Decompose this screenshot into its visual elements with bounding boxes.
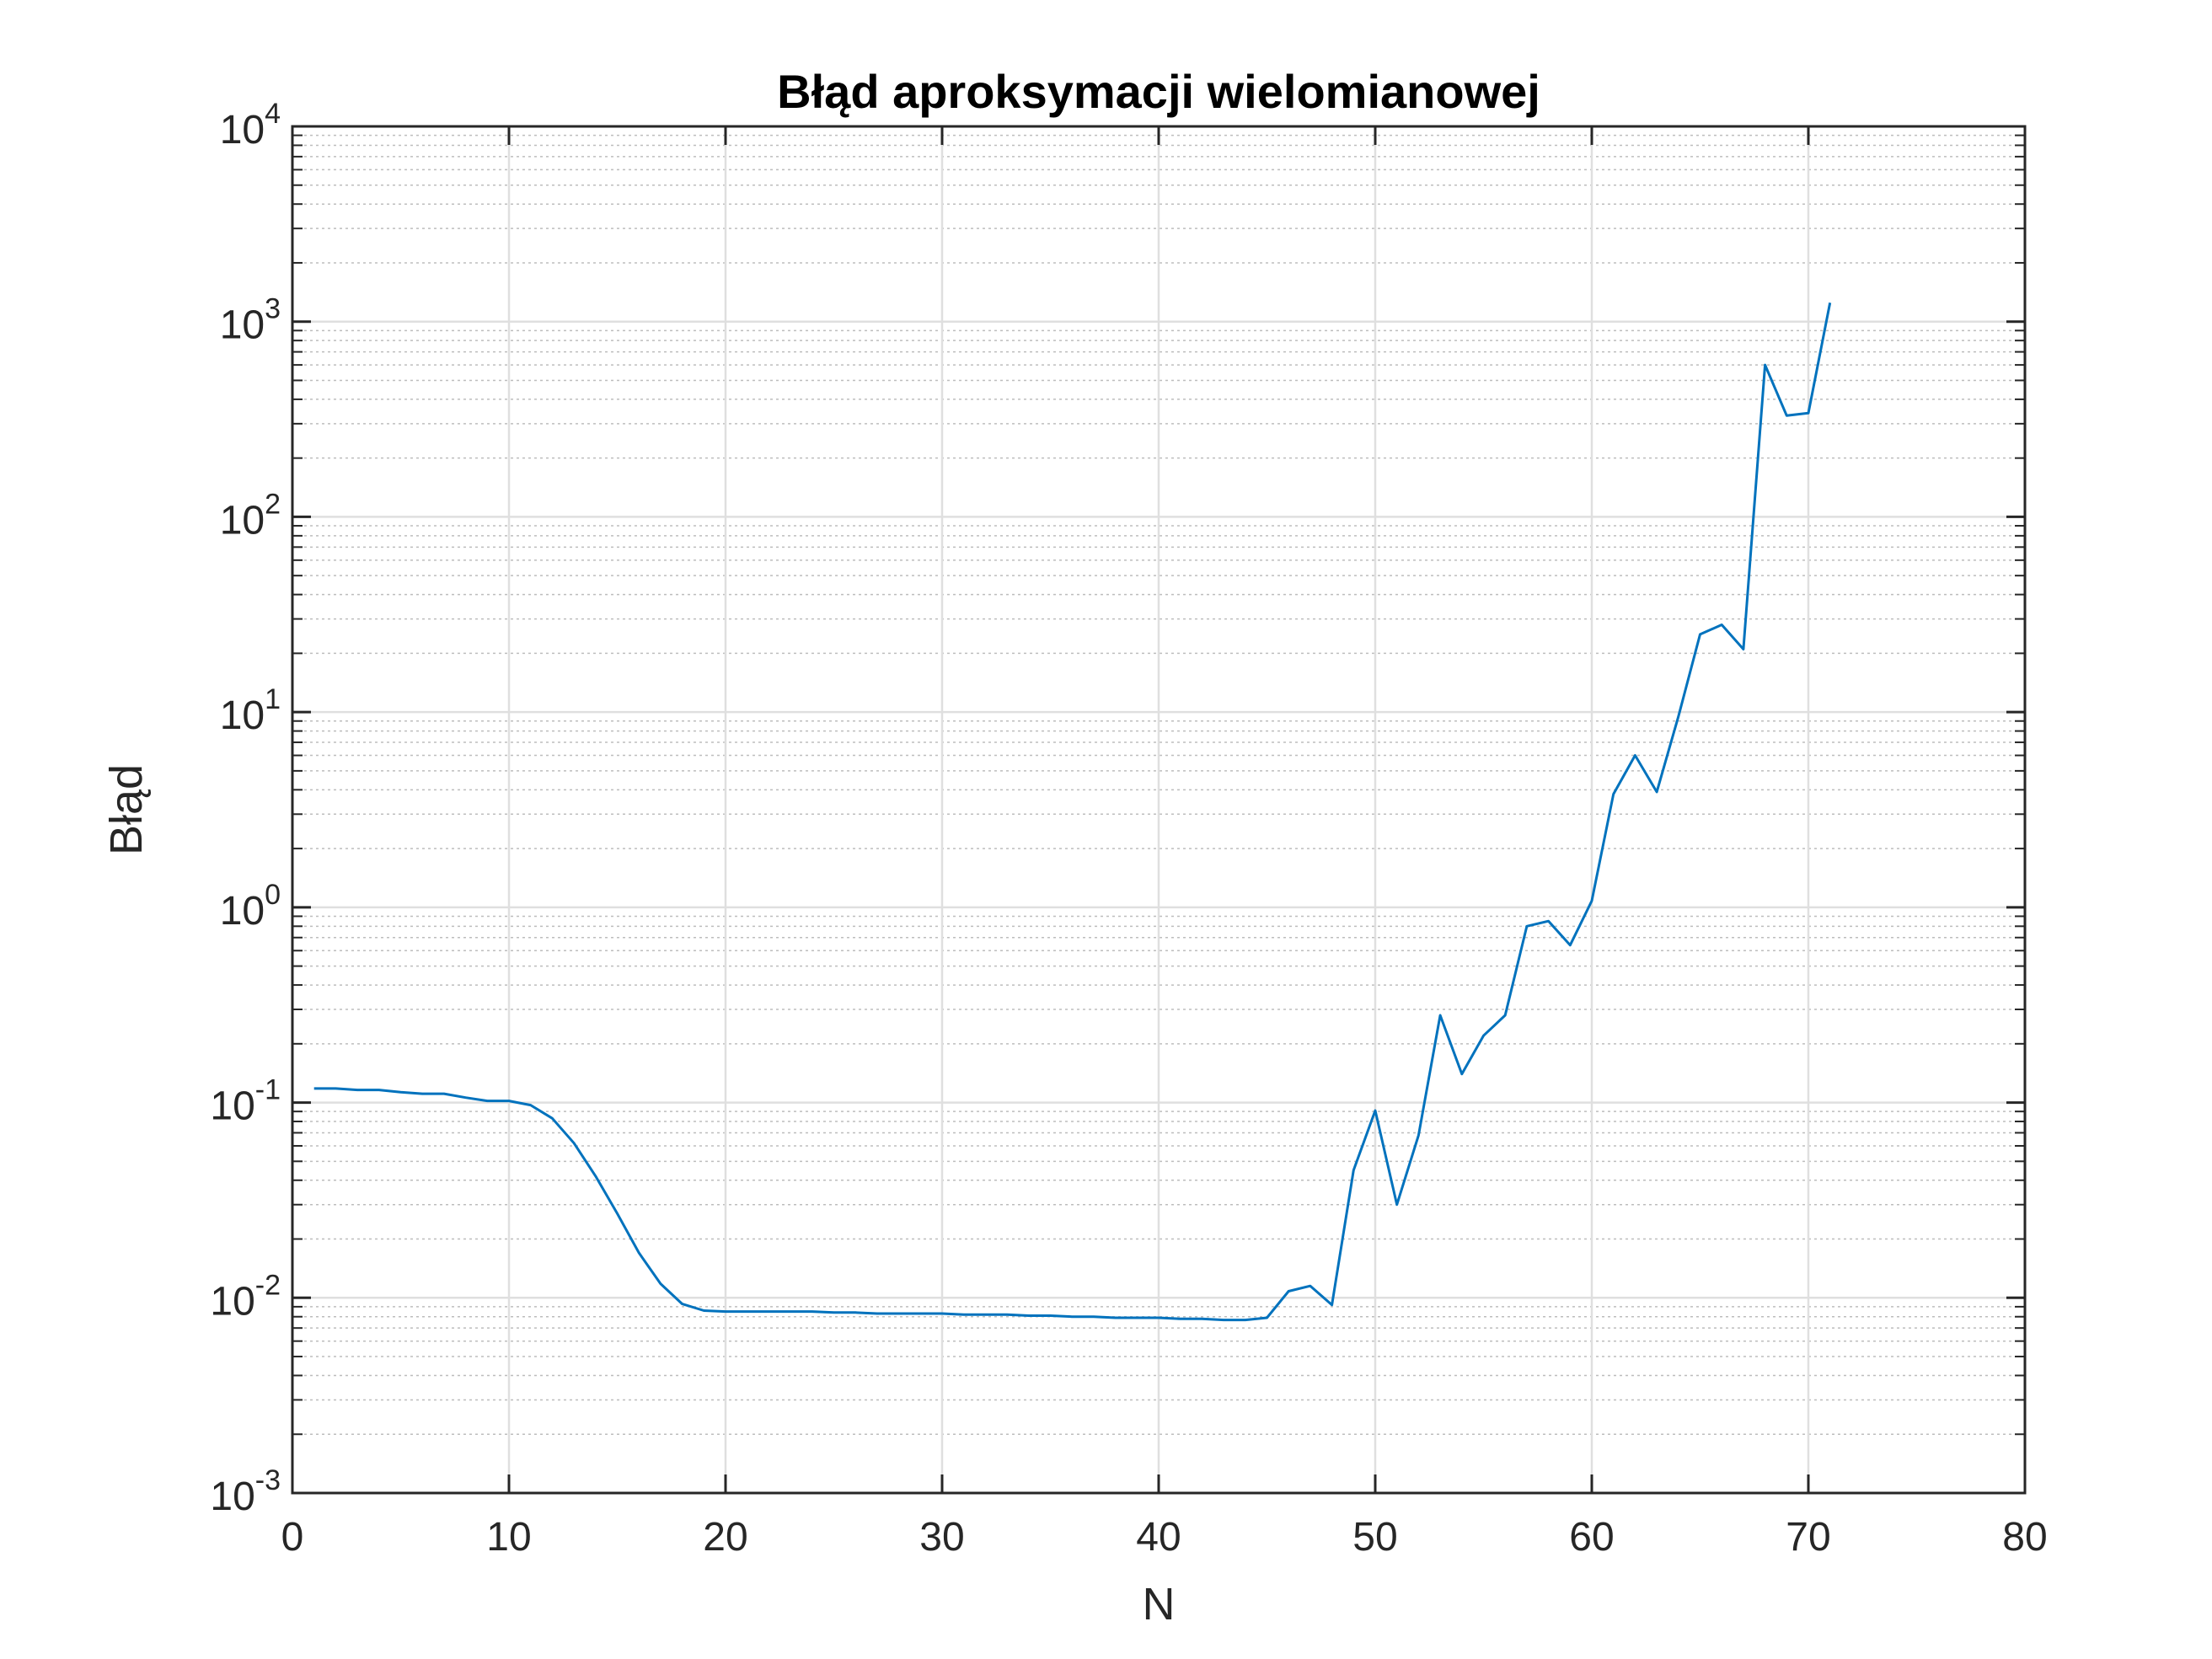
y-tick-label: 102 [220, 488, 281, 543]
y-tick-label: 10-1 [210, 1074, 281, 1129]
x-tick-label: 20 [703, 1515, 747, 1560]
ticks: 10-3 10-2 10-1 100 101 102 103 104 0 10 20 30 40 50 60… [210, 98, 2047, 1560]
x-tick-label: 40 [1136, 1515, 1181, 1560]
y-axis-label: Błąd [101, 764, 152, 855]
y-tick-label: 10-2 [210, 1269, 281, 1324]
series-line [313, 302, 1832, 1322]
chart-title: Błąd aproksymacji wielomianowej [777, 65, 1540, 118]
y-tick-label: 100 [220, 879, 281, 934]
y-tick-label: 104 [220, 98, 281, 153]
x-axis-label: N [1143, 1579, 1176, 1630]
x-tick-label: 0 [281, 1515, 304, 1560]
y-tick-label: 103 [220, 293, 281, 348]
x-tick-label: 70 [1786, 1515, 1830, 1560]
x-tick-label: 30 [919, 1515, 964, 1560]
y-tick-label: 10-3 [210, 1464, 281, 1519]
series-layer [313, 302, 1832, 1322]
x-tick-label: 10 [486, 1515, 531, 1560]
x-tick-label: 50 [1352, 1515, 1397, 1560]
x-tick-label: 80 [2002, 1515, 2047, 1560]
grid [292, 126, 2025, 1493]
y-tick-label: 101 [220, 683, 281, 738]
x-tick-label: 60 [1569, 1515, 1614, 1560]
